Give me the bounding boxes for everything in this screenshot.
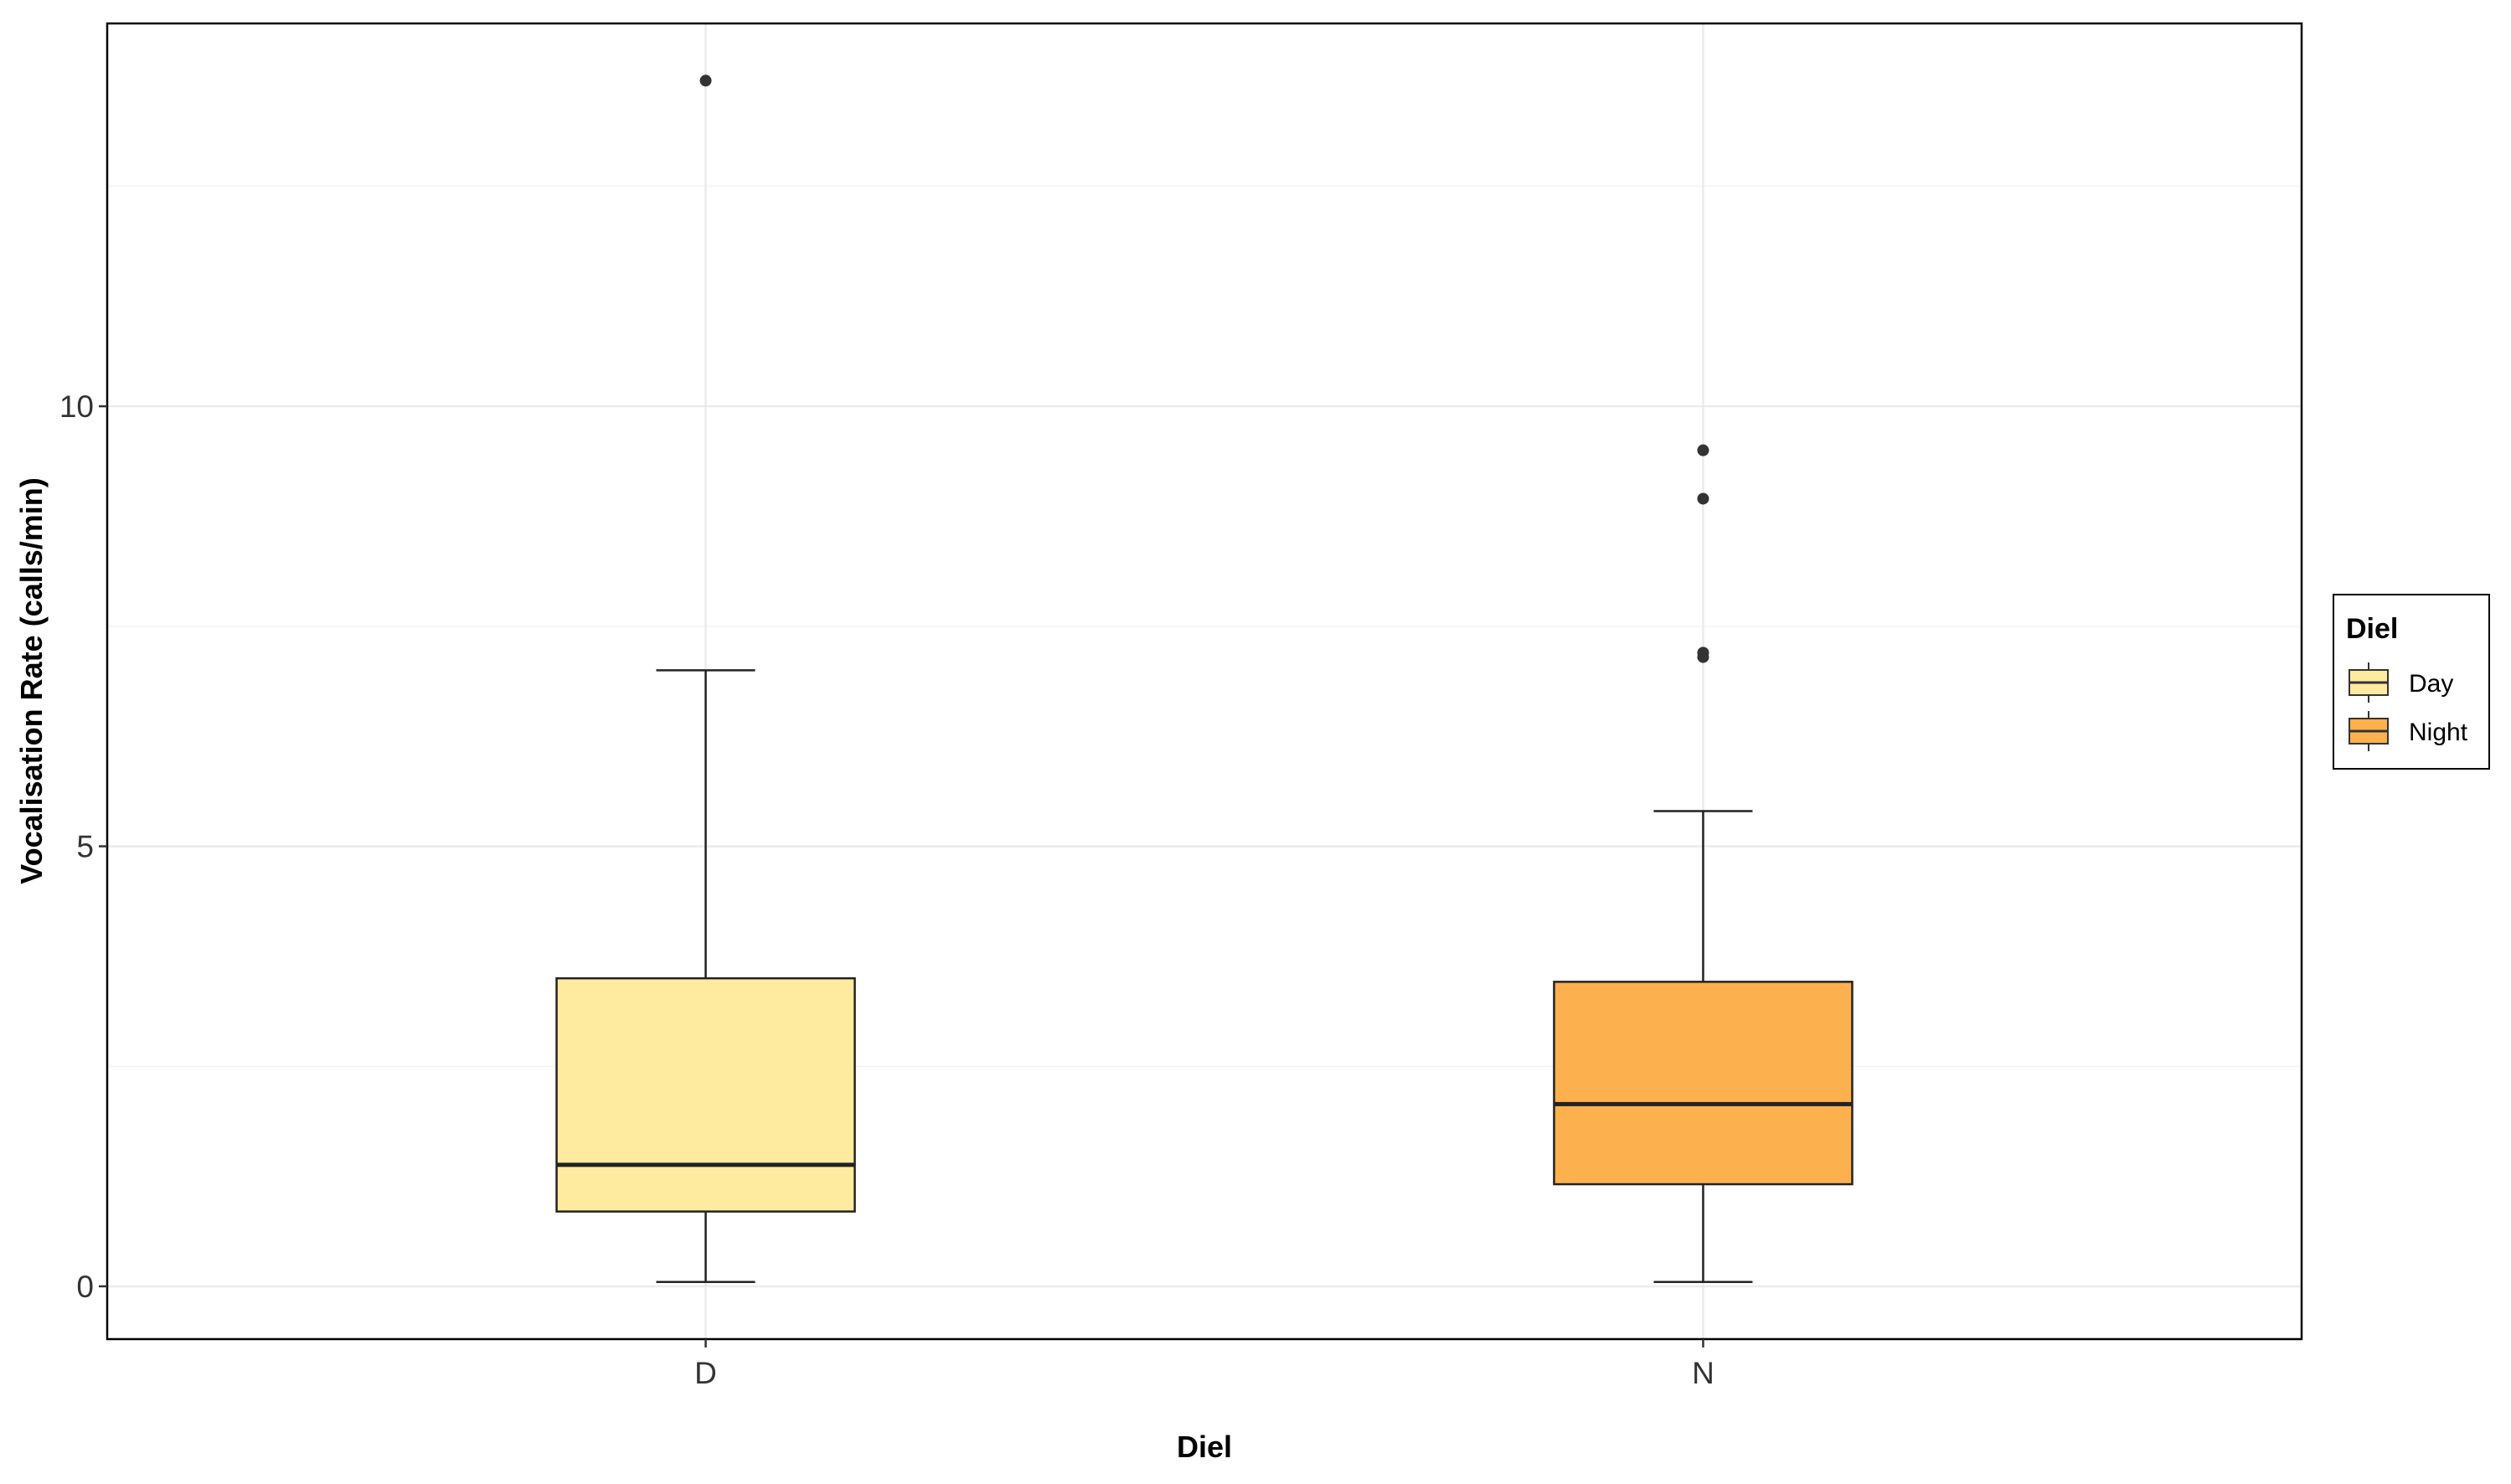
outlier-point [1697,651,1709,663]
x-tick-label: N [1692,1356,1714,1390]
box-group-N [1553,444,1854,1283]
box-group-D [555,75,856,1283]
outlier-point [699,75,712,87]
box-iqr [1553,981,1854,1186]
x-axis-title: Diel [1177,1430,1232,1464]
outlier-point [1697,444,1709,456]
outlier-point [1697,492,1709,505]
y-tick-label: 10 [59,389,94,424]
legend: Diel Day Night [2333,594,2490,770]
y-tick-label: 0 [76,1270,94,1304]
y-axis-title: Vocalisation Rate (calls/min) [14,477,49,884]
box-layer [555,75,1854,1283]
axes: 0 5 10 D N [59,389,1714,1390]
plot-panel-border [106,22,2303,1341]
y-tick-label: 5 [76,830,94,864]
grid-lines [107,23,2302,1339]
legend-label: Day [2409,670,2453,698]
box-iqr [555,976,856,1213]
x-tick-label: D [694,1356,717,1390]
legend-label: Night [2409,719,2468,746]
legend-title: Diel [2346,613,2398,645]
